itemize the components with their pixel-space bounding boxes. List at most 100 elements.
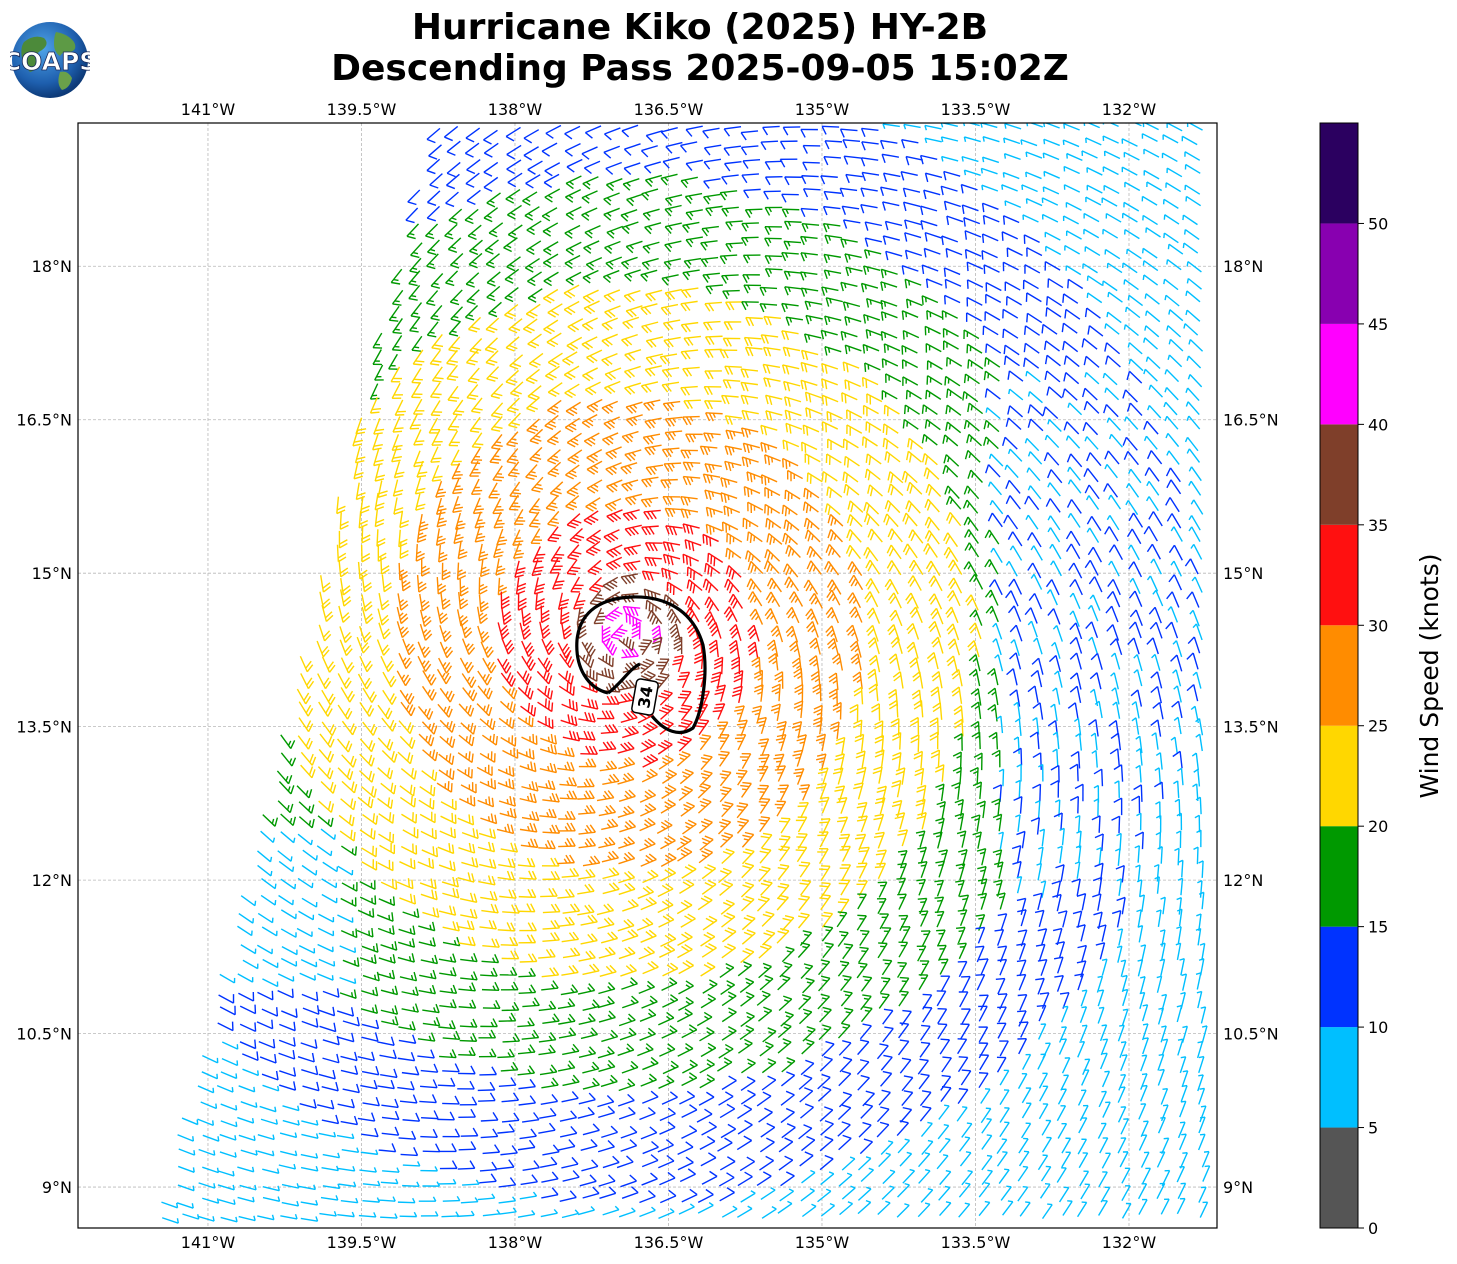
wind-barb xyxy=(778,835,791,852)
wind-barb xyxy=(639,837,656,852)
wind-barb xyxy=(860,157,879,167)
wind-barb xyxy=(321,604,334,623)
wind-barb xyxy=(879,139,898,150)
wind-barb xyxy=(401,812,418,824)
wind-barb xyxy=(1146,181,1163,192)
wind-barb xyxy=(740,1076,756,1092)
wind-barb xyxy=(582,999,600,1012)
wind-barb xyxy=(176,1202,194,1209)
wind-barb xyxy=(1142,274,1159,286)
wind-barb xyxy=(699,1074,715,1089)
wind-barb xyxy=(538,1122,556,1134)
wind-barb xyxy=(178,1148,196,1156)
wind-barb xyxy=(1102,372,1118,386)
wind-barb xyxy=(774,765,786,782)
wind-barb xyxy=(718,1091,734,1106)
wind-barb xyxy=(1126,370,1143,384)
wind-barb xyxy=(682,553,699,567)
wind-barb xyxy=(618,1106,636,1120)
wind-barb xyxy=(662,994,679,1008)
wind-barb xyxy=(479,1161,498,1172)
wind-barb xyxy=(820,1202,836,1217)
wind-barb xyxy=(504,268,520,284)
wind-barb xyxy=(1173,780,1180,798)
wind-barb xyxy=(1002,328,1019,339)
wind-barb xyxy=(992,638,1002,656)
wind-barb xyxy=(237,925,253,937)
wind-barb xyxy=(943,267,961,277)
wind-barb xyxy=(761,1058,777,1074)
wind-barb xyxy=(860,187,878,197)
wind-barb xyxy=(895,767,906,785)
wind-barb xyxy=(440,592,451,610)
wind-barb xyxy=(618,1078,636,1092)
wind-barb xyxy=(980,1107,992,1124)
wind-barb xyxy=(841,1185,856,1200)
wind-barb xyxy=(467,224,482,240)
wind-barb xyxy=(696,1011,713,1027)
wind-barb xyxy=(966,433,982,447)
wind-barb xyxy=(1045,306,1062,318)
wind-barb xyxy=(1201,1150,1210,1168)
wind-barb xyxy=(785,544,801,558)
wind-barb xyxy=(699,1135,716,1150)
wind-barb xyxy=(662,495,681,505)
wind-barb xyxy=(881,1185,895,1200)
lon-tick-label: 138°W xyxy=(488,1233,543,1252)
wind-barb xyxy=(701,943,717,958)
wind-barb xyxy=(702,127,720,139)
wind-barb xyxy=(481,954,500,964)
wind-barb xyxy=(1128,621,1142,639)
wind-barb xyxy=(374,492,385,511)
wind-barb xyxy=(546,430,562,446)
wind-barb xyxy=(540,1208,558,1218)
wind-barb xyxy=(599,760,618,772)
wind-barb xyxy=(817,1073,831,1090)
wind-barb xyxy=(853,686,864,705)
wind-barb xyxy=(1186,415,1201,430)
wind-barb xyxy=(710,671,722,689)
wind-barb xyxy=(518,1078,536,1090)
wind-barb xyxy=(1184,436,1199,452)
wind-barb xyxy=(398,925,416,936)
wind-barb xyxy=(282,1119,300,1126)
wind-barb xyxy=(577,1106,595,1119)
wind-barb xyxy=(879,913,890,930)
wind-barb xyxy=(520,1174,538,1186)
wind-barb xyxy=(661,977,678,991)
wind-barb xyxy=(1161,1137,1170,1155)
wind-barb xyxy=(490,415,503,432)
wind-barb xyxy=(262,814,279,827)
wind-barb xyxy=(719,1156,736,1171)
wind-barb xyxy=(470,448,483,465)
wind-barb xyxy=(429,173,443,189)
wind-barb xyxy=(238,1215,256,1222)
wind-barb xyxy=(538,840,556,850)
wind-barb xyxy=(1138,1103,1147,1120)
wind-barb xyxy=(791,720,803,739)
wind-barb xyxy=(1128,590,1143,607)
wind-barb xyxy=(623,544,641,556)
wind-barb xyxy=(624,382,642,395)
wind-barb xyxy=(797,802,809,819)
wind-barb xyxy=(1065,530,1081,547)
wind-barb xyxy=(955,863,966,881)
wind-barb xyxy=(721,912,736,928)
wind-barb xyxy=(697,782,712,799)
wind-barb xyxy=(321,689,336,706)
wind-barb xyxy=(741,1058,756,1074)
wind-barb xyxy=(700,961,716,977)
wind-barb xyxy=(759,847,772,864)
wind-barb xyxy=(994,861,1004,879)
wind-barb xyxy=(320,575,331,593)
wind-barb xyxy=(784,176,802,186)
wind-barb xyxy=(680,321,699,333)
wind-barb xyxy=(1179,957,1185,976)
wind-barb xyxy=(902,187,921,198)
wind-barb xyxy=(322,1053,340,1064)
wind-barb xyxy=(570,576,584,593)
colorbar-bin xyxy=(1320,625,1358,726)
wind-barb xyxy=(943,546,959,562)
wind-barb xyxy=(488,222,504,238)
wind-barb xyxy=(1127,637,1140,655)
